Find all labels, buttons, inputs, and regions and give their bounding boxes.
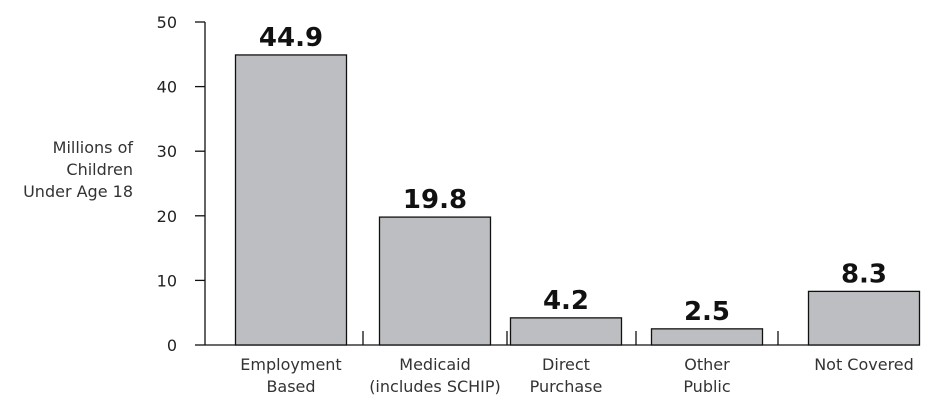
bar [234, 54, 348, 346]
x-category-label: Other Public [683, 355, 730, 396]
x-category-label: Not Covered [814, 355, 914, 374]
y-axis-label-line: Millions of [53, 138, 134, 157]
x-category-label-line: Purchase [530, 377, 603, 396]
x-category-label-line: Public [683, 377, 730, 396]
x-category-label-line: (includes SCHIP) [369, 377, 501, 396]
bar-value-label: 8.3 [841, 259, 887, 289]
bar [650, 328, 764, 346]
x-category-label-line: Employment [240, 355, 341, 374]
bar-value-label: 44.9 [259, 23, 323, 53]
y-tick-label: 30 [157, 142, 177, 161]
x-category-label-line: Other [684, 355, 730, 374]
x-category-label-line: Not Covered [814, 355, 914, 374]
x-category-label-line: Based [266, 377, 315, 396]
bar [807, 290, 921, 346]
y-tick-label: 40 [157, 78, 177, 97]
y-axis-label-line: Under Age 18 [23, 182, 133, 201]
x-category-label: Employment Based [240, 355, 341, 396]
bar [378, 216, 492, 346]
y-axis-label: Millions of Children Under Age 18 [23, 138, 133, 201]
y-tick-label: 0 [167, 336, 177, 355]
y-tick-label: 20 [157, 207, 177, 226]
x-category-label-line: Medicaid [399, 355, 470, 374]
bar-value-label: 19.8 [403, 185, 467, 215]
y-axis-label-line: Children [66, 160, 133, 179]
bar [509, 317, 623, 346]
bar-value-label: 2.5 [684, 297, 730, 327]
x-category-label: Direct Purchase [530, 355, 603, 396]
y-tick-label: 50 [157, 13, 177, 32]
x-category-label-line: Direct [542, 355, 590, 374]
x-category-label: Medicaid (includes SCHIP) [369, 355, 501, 396]
bar-value-label: 4.2 [543, 286, 589, 316]
y-tick-label: 10 [157, 271, 177, 290]
